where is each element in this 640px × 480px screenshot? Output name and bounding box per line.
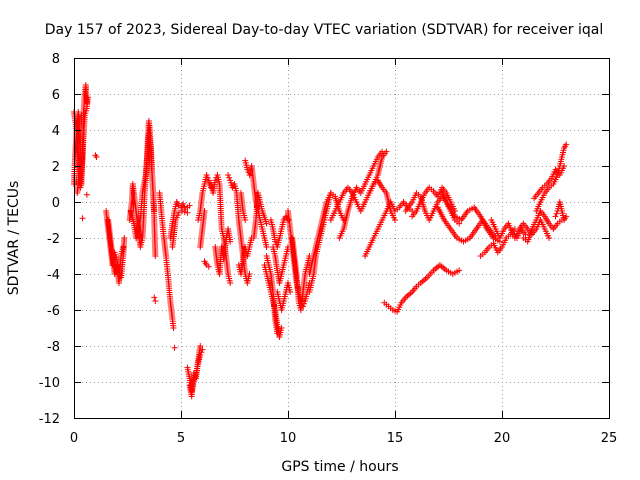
x-tick-label: 10 <box>280 431 297 446</box>
data-point-marker <box>152 253 159 259</box>
data-point-marker <box>552 213 559 220</box>
data-point-marker <box>287 289 294 295</box>
data-point-marker <box>151 294 158 301</box>
data-point-marker <box>201 208 208 214</box>
y-tick-label: -4 <box>47 268 60 283</box>
data-point-marker <box>181 208 188 215</box>
y-axis-label: SDTVAR / TECUs <box>6 181 22 296</box>
data-point-marker <box>242 217 249 223</box>
x-tick-label: 0 <box>70 431 78 446</box>
data-point-marker <box>456 267 463 274</box>
x-tick-labels: 0 5 10 15 20 25 <box>70 431 617 446</box>
data-point-marker <box>78 112 85 119</box>
data-point-marker <box>84 94 91 101</box>
data-point-marker <box>79 215 86 222</box>
data-point-marker <box>278 325 285 331</box>
data-point-marker <box>522 231 529 238</box>
data-point-marker <box>203 172 210 178</box>
data-point-marker <box>186 202 193 209</box>
data-point-marker <box>272 238 279 245</box>
data-point-marker <box>184 209 191 216</box>
data-point-marker <box>83 191 90 198</box>
data-point-marker <box>227 238 234 245</box>
data-point-marker <box>561 163 568 169</box>
data-point-marker <box>263 244 270 250</box>
data-point-marker <box>546 235 553 241</box>
data-point-marker <box>563 141 570 148</box>
x-tick-label: 20 <box>494 431 511 446</box>
data-point-marker <box>171 344 178 351</box>
data-point-marker <box>175 209 182 216</box>
data-point-marker <box>151 208 158 214</box>
data-point-marker <box>225 172 232 178</box>
data-point-marker <box>121 235 128 241</box>
data-point-marker <box>226 174 233 181</box>
y-tick-label: 8 <box>52 52 60 67</box>
y-tick-label: 2 <box>52 160 60 175</box>
data-point-marker <box>181 203 188 210</box>
data-point-marker <box>152 298 159 304</box>
y-tick-label: -8 <box>47 340 60 355</box>
data-point-marker <box>179 208 186 214</box>
y-tick-label: -12 <box>39 412 60 427</box>
x-tick-label: 25 <box>601 431 618 446</box>
axis-ticks <box>74 58 610 419</box>
y-tick-labels: -12 -10 -8 -6 -4 -2 0 2 4 6 8 <box>39 52 60 427</box>
data-point-marker <box>212 177 219 184</box>
data-point-marker <box>246 271 253 277</box>
x-axis-label: GPS time / hours <box>281 459 398 475</box>
data-point-marker <box>190 370 197 376</box>
data-point-marker <box>180 200 187 207</box>
data-point-marker <box>197 343 204 349</box>
data-point-marker <box>205 263 212 270</box>
y-tick-label: 6 <box>52 88 60 103</box>
y-tick-label: -6 <box>47 304 60 319</box>
data-point-marker <box>274 330 281 337</box>
data-point-marker <box>379 148 386 155</box>
chart-title: Day 157 of 2023, Sidereal Day-to-day VTE… <box>45 22 603 38</box>
data-points <box>71 82 570 400</box>
x-tick-label: 15 <box>387 431 404 446</box>
data-point-marker <box>227 280 234 286</box>
data-point-marker <box>392 217 398 223</box>
data-point-marker <box>204 174 211 181</box>
data-point-marker <box>170 325 177 331</box>
x-tick-label: 5 <box>177 431 185 446</box>
data-point-marker <box>120 244 127 250</box>
data-point-marker <box>263 220 270 227</box>
data-point-marker <box>563 213 570 220</box>
y-tick-label: 0 <box>52 196 60 211</box>
data-point-marker <box>553 210 560 217</box>
y-tick-label: -2 <box>47 232 60 247</box>
y-tick-label: 4 <box>52 124 60 139</box>
data-point-marker <box>93 154 100 160</box>
y-tick-label: -10 <box>39 376 60 391</box>
